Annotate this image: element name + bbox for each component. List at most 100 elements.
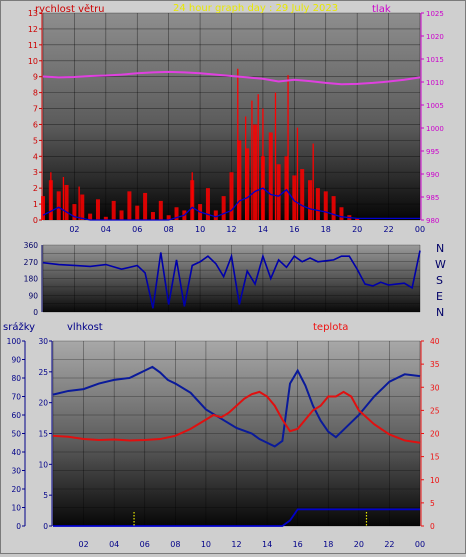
wind-bar [80,194,85,220]
direction-tick-label: 0 [33,308,38,317]
wind-bar [64,184,69,220]
direction-left-axis: 0 90 180 270 360 [24,241,43,317]
wind-bar [355,218,360,220]
top-x-tick-label: 22 [383,225,393,234]
wind-bar [166,215,171,220]
direction-tick-label: 180 [24,275,39,284]
wind-bar [237,140,242,220]
temperature-line [52,390,421,444]
bottom-x-tick-label: 14 [262,540,272,549]
top-left-tick-label: 11 [28,41,38,50]
bottom-x-tick-label: 04 [109,540,119,549]
direction-chart: 0 90 180 270 360 N W S E N [24,241,446,319]
top-left-tick-label: 0 [33,216,38,225]
top-right-tick-label: 980 [426,217,439,225]
temperature-tick-label: 15 [430,453,440,462]
top-x-tick-label: 02 [69,225,79,234]
top-left-tick-label: 4 [33,152,38,161]
temperature-tick-label: 0 [430,522,435,531]
top-right-tick-label: 1025 [426,10,444,18]
top-x-tick-label: 10 [195,225,205,234]
compass-n-top: N [436,242,444,255]
top-left-tick-label: 12 [28,25,38,34]
wind-bar [111,200,116,220]
top-series [41,68,421,221]
top-right-tick-label: 1020 [426,33,444,41]
temperature-tick-label: 30 [430,383,440,392]
wind-bar [268,132,273,220]
top-x-tick-label: 16 [289,225,299,234]
temperature-axis: 0 5 10 15 20 25 30 35 40 [420,337,440,531]
top-right-tick-label: 1015 [426,56,444,64]
top-left-tick-label: 13 [28,9,38,18]
wind-bar [88,213,93,220]
wind-bar [41,196,45,220]
wind-bar [135,205,140,220]
pressure-line [42,70,421,86]
rain-tick-label: 20 [11,485,21,494]
bottom-x-tick-label: 18 [323,540,333,549]
humidity-tick-label: 25 [38,368,48,377]
top-right-tick-label: 1000 [426,125,444,133]
top-right-tick-label: 990 [426,171,439,179]
top-left-tick-label: 3 [33,168,38,177]
rain-tick-label: 30 [11,467,21,476]
direction-tick-label: 90 [28,291,38,300]
direction-tick-label: 270 [24,258,39,267]
bottom-x-tick-label: 08 [170,540,180,549]
top-left-tick-label: 7 [33,105,38,114]
wind-bar [205,188,210,220]
humidity-tick-label: 5 [43,491,48,500]
bottom-x-tick-label: 00 [415,540,425,549]
top-x-tick-label: 06 [132,225,142,234]
humidity-line [52,365,421,448]
temperature-tick-label: 20 [430,430,440,439]
compass-labels: N W S E N [435,242,446,319]
top-right-tick-label: 1005 [426,102,444,110]
top-left-tick-label: 9 [33,73,38,82]
wind-bar [276,164,281,220]
top-left-tick-label: 8 [33,89,38,98]
wind-bar [72,204,77,220]
humidity-tick-label: 15 [38,430,48,439]
temperature-tick-label: 5 [430,499,435,508]
top-left-tick-label: 5 [33,136,38,145]
rain-tick-label: 70 [11,393,21,402]
bottom-chart: 0 10 20 30 40 50 60 70 80 90 100 0 5 10 15 20 25 30 0 5 10… [3,321,440,549]
direction-line [42,250,421,309]
compass-n-bottom: N [436,306,444,319]
humidity-tick-label: 10 [38,460,48,469]
wind-bar [339,207,344,220]
humidity-axis: 0 5 10 15 20 25 30 [38,337,53,531]
compass-w: W [435,258,446,271]
wind-bar [150,212,155,220]
wind-bar [56,191,61,220]
top-right-axis: 980 985 990 995 1000 1005 1010 1015 1020 1025 [420,10,444,225]
bottom-x-tick-label: 20 [354,540,364,549]
humidity-label: vlhkost [67,322,103,333]
wind-bar [331,196,336,220]
bottom-x-tick-label: 22 [384,540,394,549]
top-x-tick-label: 12 [226,225,236,234]
wind-bar [245,148,250,220]
wind-bar [95,199,100,220]
direction-grid [42,244,421,313]
top-x-tick-label: 04 [101,225,111,234]
bottom-x-tick-label: 10 [201,540,211,549]
top-left-tick-label: 6 [33,120,38,129]
wind-bar [143,192,148,220]
bottom-x-tick-label: 12 [231,540,241,549]
wind-bar [229,172,234,220]
wind-bar [127,191,132,220]
bottom-x-tick-label: 02 [78,540,88,549]
wind-bar [253,124,258,220]
direction-series [42,250,421,309]
direction-tick-label: 360 [24,241,39,250]
wind-bar [174,207,179,220]
top-left-tick-label: 1 [33,200,38,209]
wind-bar [292,175,297,220]
top-right-tick-label: 995 [426,148,439,156]
